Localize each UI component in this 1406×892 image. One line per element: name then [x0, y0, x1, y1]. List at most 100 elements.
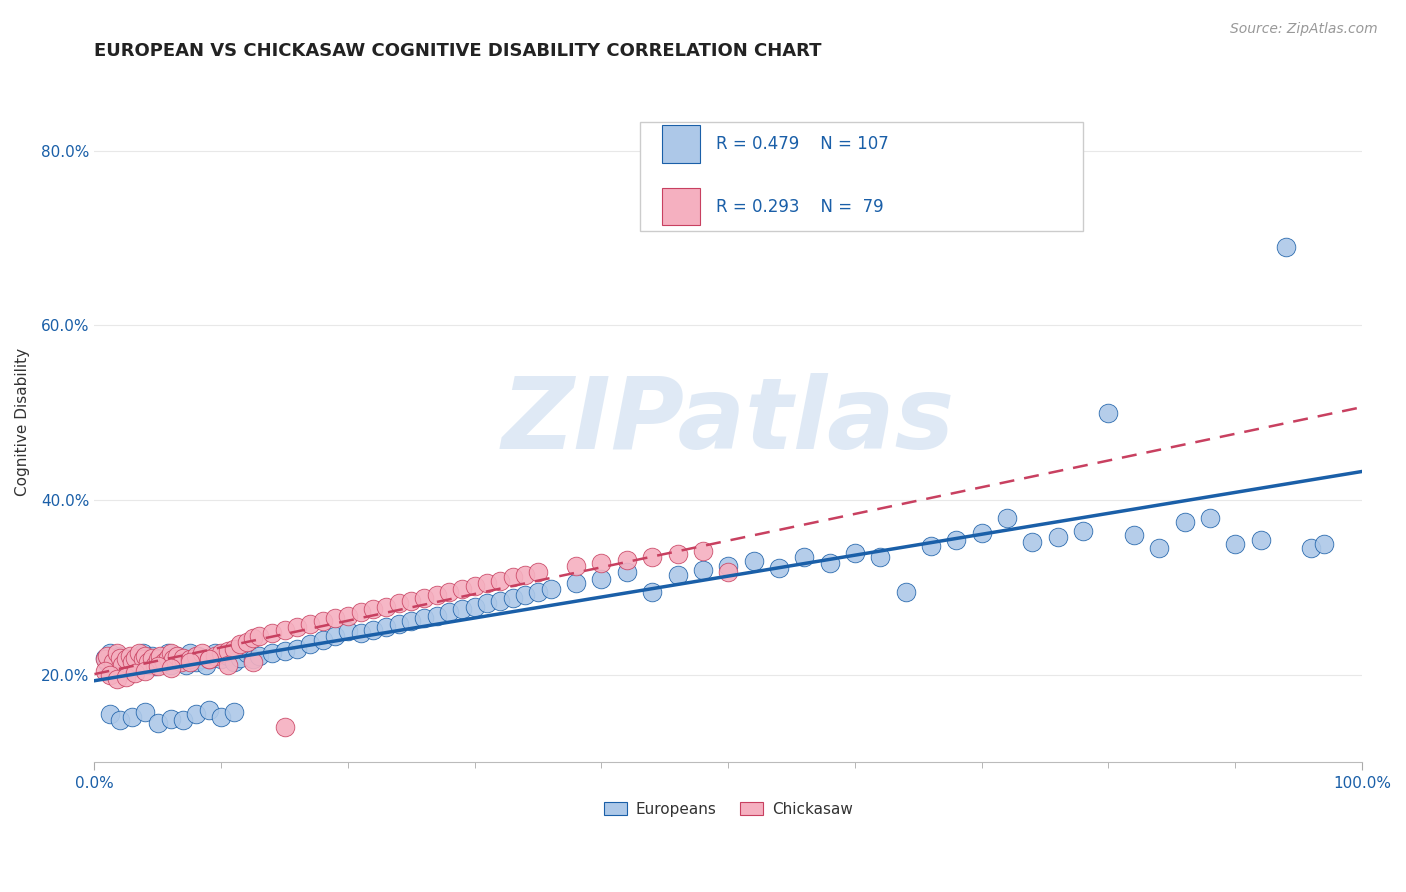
Point [156, 646, 179, 660]
Point [115, 652, 138, 666]
Point [401, 593, 423, 607]
Point [1097, 406, 1119, 420]
Point [131, 646, 153, 660]
Point [717, 565, 740, 579]
Point [489, 593, 512, 607]
Point [108, 650, 131, 665]
Point [191, 646, 214, 660]
Point [502, 591, 524, 606]
Point [209, 710, 232, 724]
Bar [662, 125, 700, 162]
Point [247, 648, 270, 663]
Point [146, 655, 169, 669]
Point [285, 641, 308, 656]
Point [1021, 535, 1043, 549]
Point [195, 657, 218, 672]
Point [136, 655, 159, 669]
Point [184, 655, 207, 669]
Point [477, 596, 499, 610]
Point [666, 548, 689, 562]
Point [591, 556, 613, 570]
Point [162, 652, 184, 666]
Point [363, 623, 385, 637]
Point [298, 617, 321, 632]
Point [162, 652, 184, 666]
Point [159, 646, 181, 660]
Point [103, 655, 125, 669]
Point [273, 643, 295, 657]
Point [121, 710, 143, 724]
Point [375, 620, 398, 634]
Point [141, 650, 163, 665]
Bar [662, 188, 700, 226]
Point [692, 544, 714, 558]
Point [169, 655, 191, 669]
Point [179, 646, 201, 660]
Point [489, 574, 512, 588]
Point [115, 657, 138, 672]
Point [209, 652, 232, 666]
Point [197, 650, 219, 665]
Point [93, 664, 115, 678]
Point [143, 659, 166, 673]
Point [159, 657, 181, 672]
Point [717, 558, 740, 573]
Point [118, 648, 141, 663]
Text: Source: ZipAtlas.com: Source: ZipAtlas.com [1230, 22, 1378, 37]
Point [96, 648, 118, 663]
Point [323, 611, 346, 625]
Point [616, 552, 638, 566]
Point [336, 608, 359, 623]
Point [93, 652, 115, 666]
Point [153, 655, 176, 669]
Point [96, 655, 118, 669]
Point [426, 588, 449, 602]
Point [742, 554, 765, 568]
Point [311, 614, 333, 628]
Point [217, 643, 239, 657]
Legend: Europeans, Chickasaw: Europeans, Chickasaw [598, 796, 859, 823]
Point [179, 652, 201, 666]
Point [451, 602, 474, 616]
Point [103, 659, 125, 673]
Point [1173, 515, 1195, 529]
Point [388, 596, 411, 610]
Point [1275, 240, 1298, 254]
Point [187, 648, 209, 663]
Point [869, 550, 891, 565]
Point [285, 620, 308, 634]
Point [222, 641, 245, 656]
Point [350, 626, 373, 640]
Point [174, 657, 197, 672]
Point [426, 608, 449, 623]
Point [115, 670, 138, 684]
Point [502, 570, 524, 584]
Point [477, 576, 499, 591]
Point [124, 650, 146, 665]
Point [121, 655, 143, 669]
Point [818, 556, 841, 570]
Point [235, 646, 257, 660]
Point [108, 648, 131, 663]
Point [93, 650, 115, 665]
Point [169, 655, 191, 669]
Point [179, 655, 201, 669]
Point [217, 657, 239, 672]
Point [894, 585, 917, 599]
Point [197, 703, 219, 717]
Point [1225, 537, 1247, 551]
Point [1147, 541, 1170, 556]
Point [1250, 533, 1272, 547]
Point [108, 714, 131, 728]
Point [146, 652, 169, 666]
Point [149, 648, 172, 663]
Point [143, 657, 166, 672]
Point [298, 637, 321, 651]
Point [111, 664, 134, 678]
Point [995, 510, 1018, 524]
Point [172, 650, 194, 665]
Point [242, 652, 264, 666]
Point [273, 623, 295, 637]
Point [98, 707, 121, 722]
Point [540, 582, 562, 597]
